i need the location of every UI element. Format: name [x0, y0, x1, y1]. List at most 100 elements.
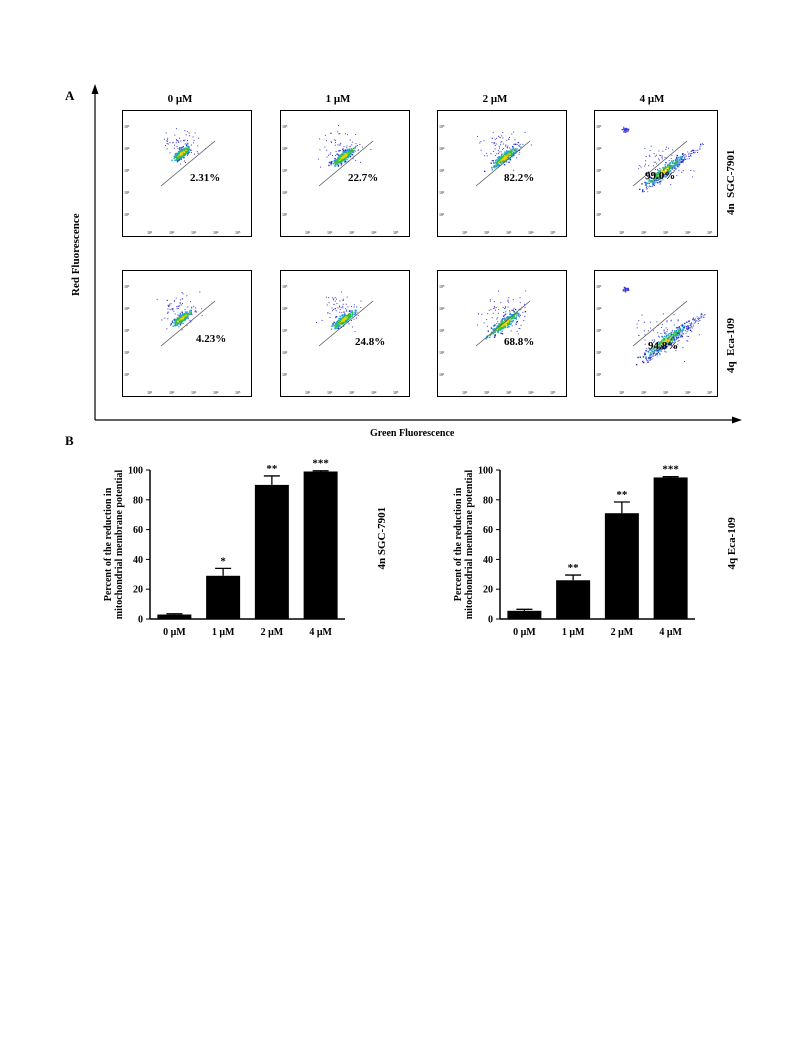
- y-tick-label: 10²: [124, 350, 130, 355]
- x-tick-label: 10¹: [305, 390, 311, 395]
- row-cell-4n: SGC-7901: [725, 149, 737, 198]
- svg-text:Percent of the reduction in: Percent of the reduction in: [103, 487, 114, 601]
- flow-plot-4n-2: 10¹ 10¹ 10² 10² 10³ 10³ 10⁴ 10⁴ 10⁵ 10⁵: [437, 110, 567, 237]
- flow-plot-4q-3: 10¹ 10¹ 10² 10² 10³ 10³ 10⁴ 10⁴ 10⁵ 10⁵: [594, 270, 718, 397]
- y-tick-label: 10⁴: [282, 146, 288, 151]
- y-tick-label: 10⁴: [282, 306, 288, 311]
- flow-plot-4n-0: 10¹ 10¹ 10² 10² 10³ 10³ 10⁴ 10⁴ 10⁵ 10⁵: [122, 110, 252, 237]
- row-label-4n: 4n SGC-7901: [725, 150, 737, 215]
- x-tick-label: 10¹: [147, 230, 153, 235]
- flow-plot-4q-0: 10¹ 10¹ 10² 10² 10³ 10³ 10⁴ 10⁴ 10⁵ 10⁵: [122, 270, 252, 397]
- significance-marker: **: [568, 562, 580, 574]
- x-tick-label: 4 μM: [309, 627, 332, 638]
- panel-b-letter: B: [65, 433, 74, 448]
- x-tick-label: 10²: [484, 230, 490, 235]
- y-tick-label: 10¹: [439, 212, 445, 217]
- percent-4q-3: 94.8%: [648, 340, 679, 352]
- svg-text:4n SGC-7901: 4n SGC-7901: [376, 507, 388, 570]
- y-tick-label: 10⁵: [439, 124, 445, 129]
- y-tick-label: 10⁵: [124, 124, 130, 129]
- flow-scatter: 10¹ 10¹ 10² 10² 10³ 10³ 10⁴ 10⁴ 10⁵ 10⁵: [282, 124, 399, 235]
- chart-side-label: 4q Eca-109: [726, 517, 738, 570]
- bar-chart-4q: 0 20 40 60 80 100 0 μM ** 1 μM ** 2 μM *** 4 μM Perce…: [453, 464, 738, 638]
- x-tick-label: 0 μM: [163, 627, 186, 638]
- conc-header-1: 1 μM: [325, 93, 351, 105]
- y-tick-label: 10⁴: [124, 146, 130, 151]
- x-tick-label: 10⁴: [213, 230, 219, 235]
- flow-plot-4n-3: 10¹ 10¹ 10² 10² 10³ 10³ 10⁴ 10⁴ 10⁵ 10⁵: [594, 110, 718, 237]
- y-tick-label: 10⁵: [124, 284, 130, 289]
- y-tick-label: 100: [128, 466, 143, 477]
- x-tick-label: 10¹: [305, 230, 311, 235]
- percent-4q-0: 4.23%: [196, 333, 227, 345]
- y-tick-label: 100: [478, 466, 493, 477]
- flow-plot-4q-2: 10¹ 10¹ 10² 10² 10³ 10³ 10⁴ 10⁴ 10⁵ 10⁵: [437, 270, 567, 397]
- x-tick-label: 10⁵: [235, 390, 241, 395]
- y-tick-label: 40: [483, 555, 493, 566]
- flow-plot-4q-1: 10¹ 10¹ 10² 10² 10³ 10³ 10⁴ 10⁴ 10⁵ 10⁵: [280, 270, 410, 397]
- significance-marker: ***: [662, 464, 679, 476]
- error-bar: [516, 608, 533, 611]
- x-tick-label: 1 μM: [562, 627, 585, 638]
- y-tick-label: 10³: [124, 328, 130, 333]
- y-tick-label: 10³: [124, 168, 130, 173]
- row-cell-4q: Eca-109: [725, 317, 737, 356]
- percent-4q-2: 68.8%: [504, 336, 535, 348]
- row-label-4q: 4q Eca-109: [725, 318, 737, 373]
- y-tick-label: 10¹: [282, 212, 288, 217]
- row-compound-4n: 4n: [725, 203, 737, 215]
- y-tick-label: 10¹: [596, 372, 602, 377]
- y-tick-label: 0: [488, 615, 493, 626]
- y-tick-label: 10⁴: [596, 146, 602, 151]
- error-bar: [166, 613, 183, 615]
- x-tick-label: 10⁵: [707, 230, 713, 235]
- y-tick-label: 10²: [439, 350, 445, 355]
- conc-header-3: 4 μM: [639, 93, 665, 105]
- x-tick-label: 10²: [327, 230, 333, 235]
- x-tick-label: 10⁴: [528, 230, 534, 235]
- y-tick-label: 10²: [596, 190, 602, 195]
- percent-4n-1: 22.7%: [348, 172, 379, 184]
- chart-side-label: 4n SGC-7901: [376, 507, 388, 570]
- panel-a-letter: A: [65, 88, 75, 103]
- percent-4q-1: 24.8%: [355, 336, 386, 348]
- x-tick-label: 10⁵: [393, 230, 399, 235]
- y-tick-label: 10²: [439, 190, 445, 195]
- y-tick-label: 10⁵: [439, 284, 445, 289]
- y-tick-label: 20: [133, 585, 143, 596]
- y-tick-label: 80: [133, 495, 143, 506]
- y-tick-label: 10⁴: [596, 306, 602, 311]
- x-tick-label: 10³: [506, 390, 512, 395]
- y-tick-label: 10⁵: [282, 284, 288, 289]
- y-tick-label: 10⁵: [596, 124, 602, 129]
- y-tick-label: 10²: [596, 350, 602, 355]
- x-tick-label: 10¹: [619, 230, 625, 235]
- x-tick-label: 10⁵: [393, 390, 399, 395]
- bar-chart-4n: 0 20 40 60 80 100 0 μM * 1 μM ** 2 μM *** 4 μM Percen…: [103, 458, 388, 638]
- y-tick-label: 10³: [596, 328, 602, 333]
- error-bar: [565, 574, 582, 581]
- x-tick-label: 10³: [663, 390, 669, 395]
- x-tick-label: 1 μM: [212, 627, 235, 638]
- conc-header-0: 0 μM: [167, 93, 193, 105]
- significance-marker: **: [616, 489, 628, 501]
- bar: [653, 477, 688, 619]
- row-compound-4q: 4q: [725, 361, 737, 373]
- percent-4n-2: 82.2%: [504, 172, 535, 184]
- bar: [157, 614, 192, 619]
- y-tick-label: 10³: [282, 328, 288, 333]
- x-tick-label: 10¹: [147, 390, 153, 395]
- y-tick-label: 10²: [124, 190, 130, 195]
- error-bar: [215, 567, 232, 576]
- error-bar: [263, 475, 280, 485]
- bar: [507, 610, 542, 619]
- significance-marker: ***: [312, 458, 329, 470]
- percent-4n-0: 2.31%: [190, 172, 221, 184]
- y-tick-label: 60: [483, 525, 493, 536]
- y-axis-label: Percent of the reduction in mitochondrial…: [103, 470, 125, 620]
- x-tick-label: 10¹: [462, 230, 468, 235]
- flow-scatter: 10¹ 10¹ 10² 10² 10³ 10³ 10⁴ 10⁴ 10⁵ 10⁵: [439, 284, 556, 395]
- x-tick-label: 10⁵: [550, 390, 556, 395]
- flow-scatter: 10¹ 10¹ 10² 10² 10³ 10³ 10⁴ 10⁴ 10⁵ 10⁵: [596, 124, 713, 235]
